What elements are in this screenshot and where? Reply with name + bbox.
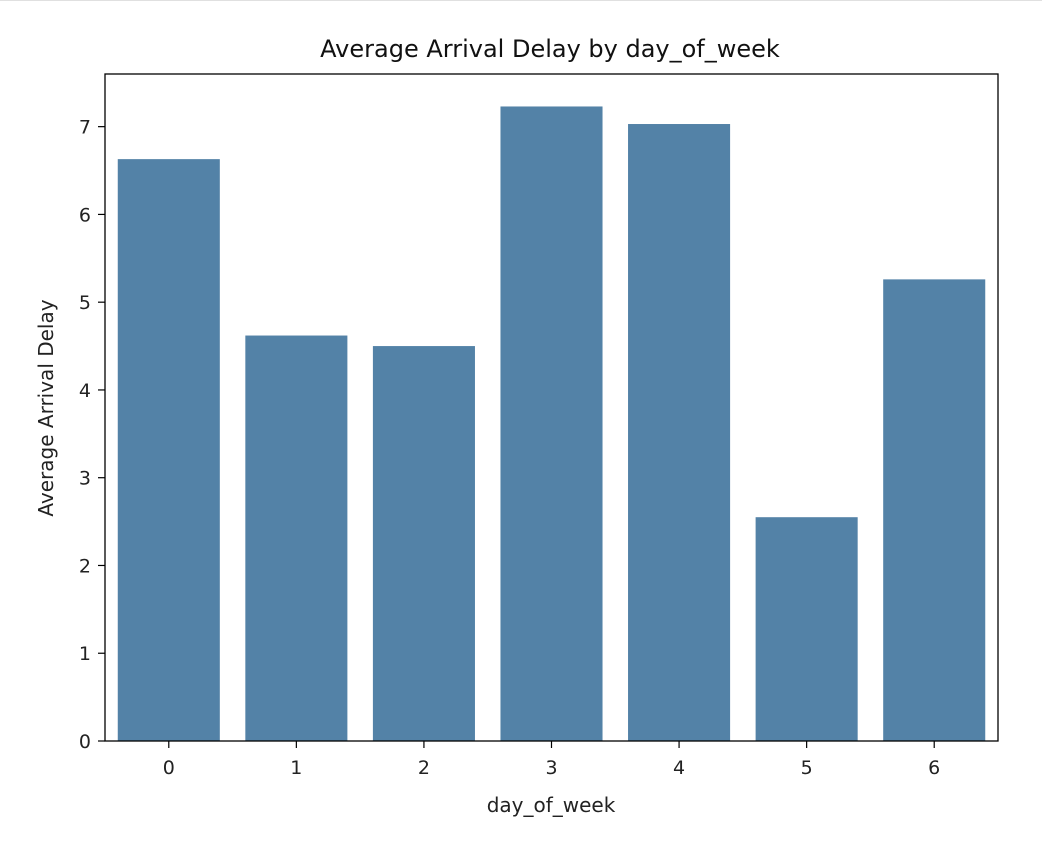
x-tick-label: 6 — [928, 757, 940, 779]
bar-day-3 — [500, 106, 603, 742]
y-tick-label: 0 — [79, 731, 91, 753]
x-tick-label: 2 — [418, 757, 430, 779]
x-tick-label: 3 — [545, 757, 557, 779]
chart-title: Average Arrival Delay by day_of_week — [320, 35, 780, 63]
bar-day-5 — [755, 517, 858, 741]
bar-day-6 — [883, 279, 986, 741]
x-tick-label: 1 — [290, 757, 302, 779]
y-tick-label: 5 — [79, 292, 91, 314]
bar-day-4 — [628, 124, 731, 741]
y-tick-label: 2 — [79, 555, 91, 577]
bar-day-0 — [117, 159, 220, 741]
y-tick-label: 3 — [79, 468, 91, 490]
x-tick-label: 0 — [163, 757, 175, 779]
bars-group — [117, 106, 986, 742]
plot-frame — [104, 73, 999, 742]
y-tick-label: 1 — [79, 643, 91, 665]
y-axis-label: Average Arrival Delay — [34, 299, 58, 516]
x-tick-label: 5 — [801, 757, 813, 779]
x-axis-ticks: 0 1 2 3 4 5 6 — [163, 741, 940, 779]
x-tick-label: 4 — [673, 757, 685, 779]
y-tick-label: 7 — [79, 117, 91, 139]
y-axis-ticks: 0 1 2 3 4 5 6 7 — [79, 117, 105, 753]
y-tick-label: 4 — [79, 380, 91, 402]
y-tick-label: 6 — [79, 204, 91, 226]
x-axis-label: day_of_week — [487, 793, 616, 817]
bar-day-1 — [245, 335, 348, 741]
bar-day-2 — [372, 346, 475, 741]
top-divider — [0, 0, 1042, 1]
